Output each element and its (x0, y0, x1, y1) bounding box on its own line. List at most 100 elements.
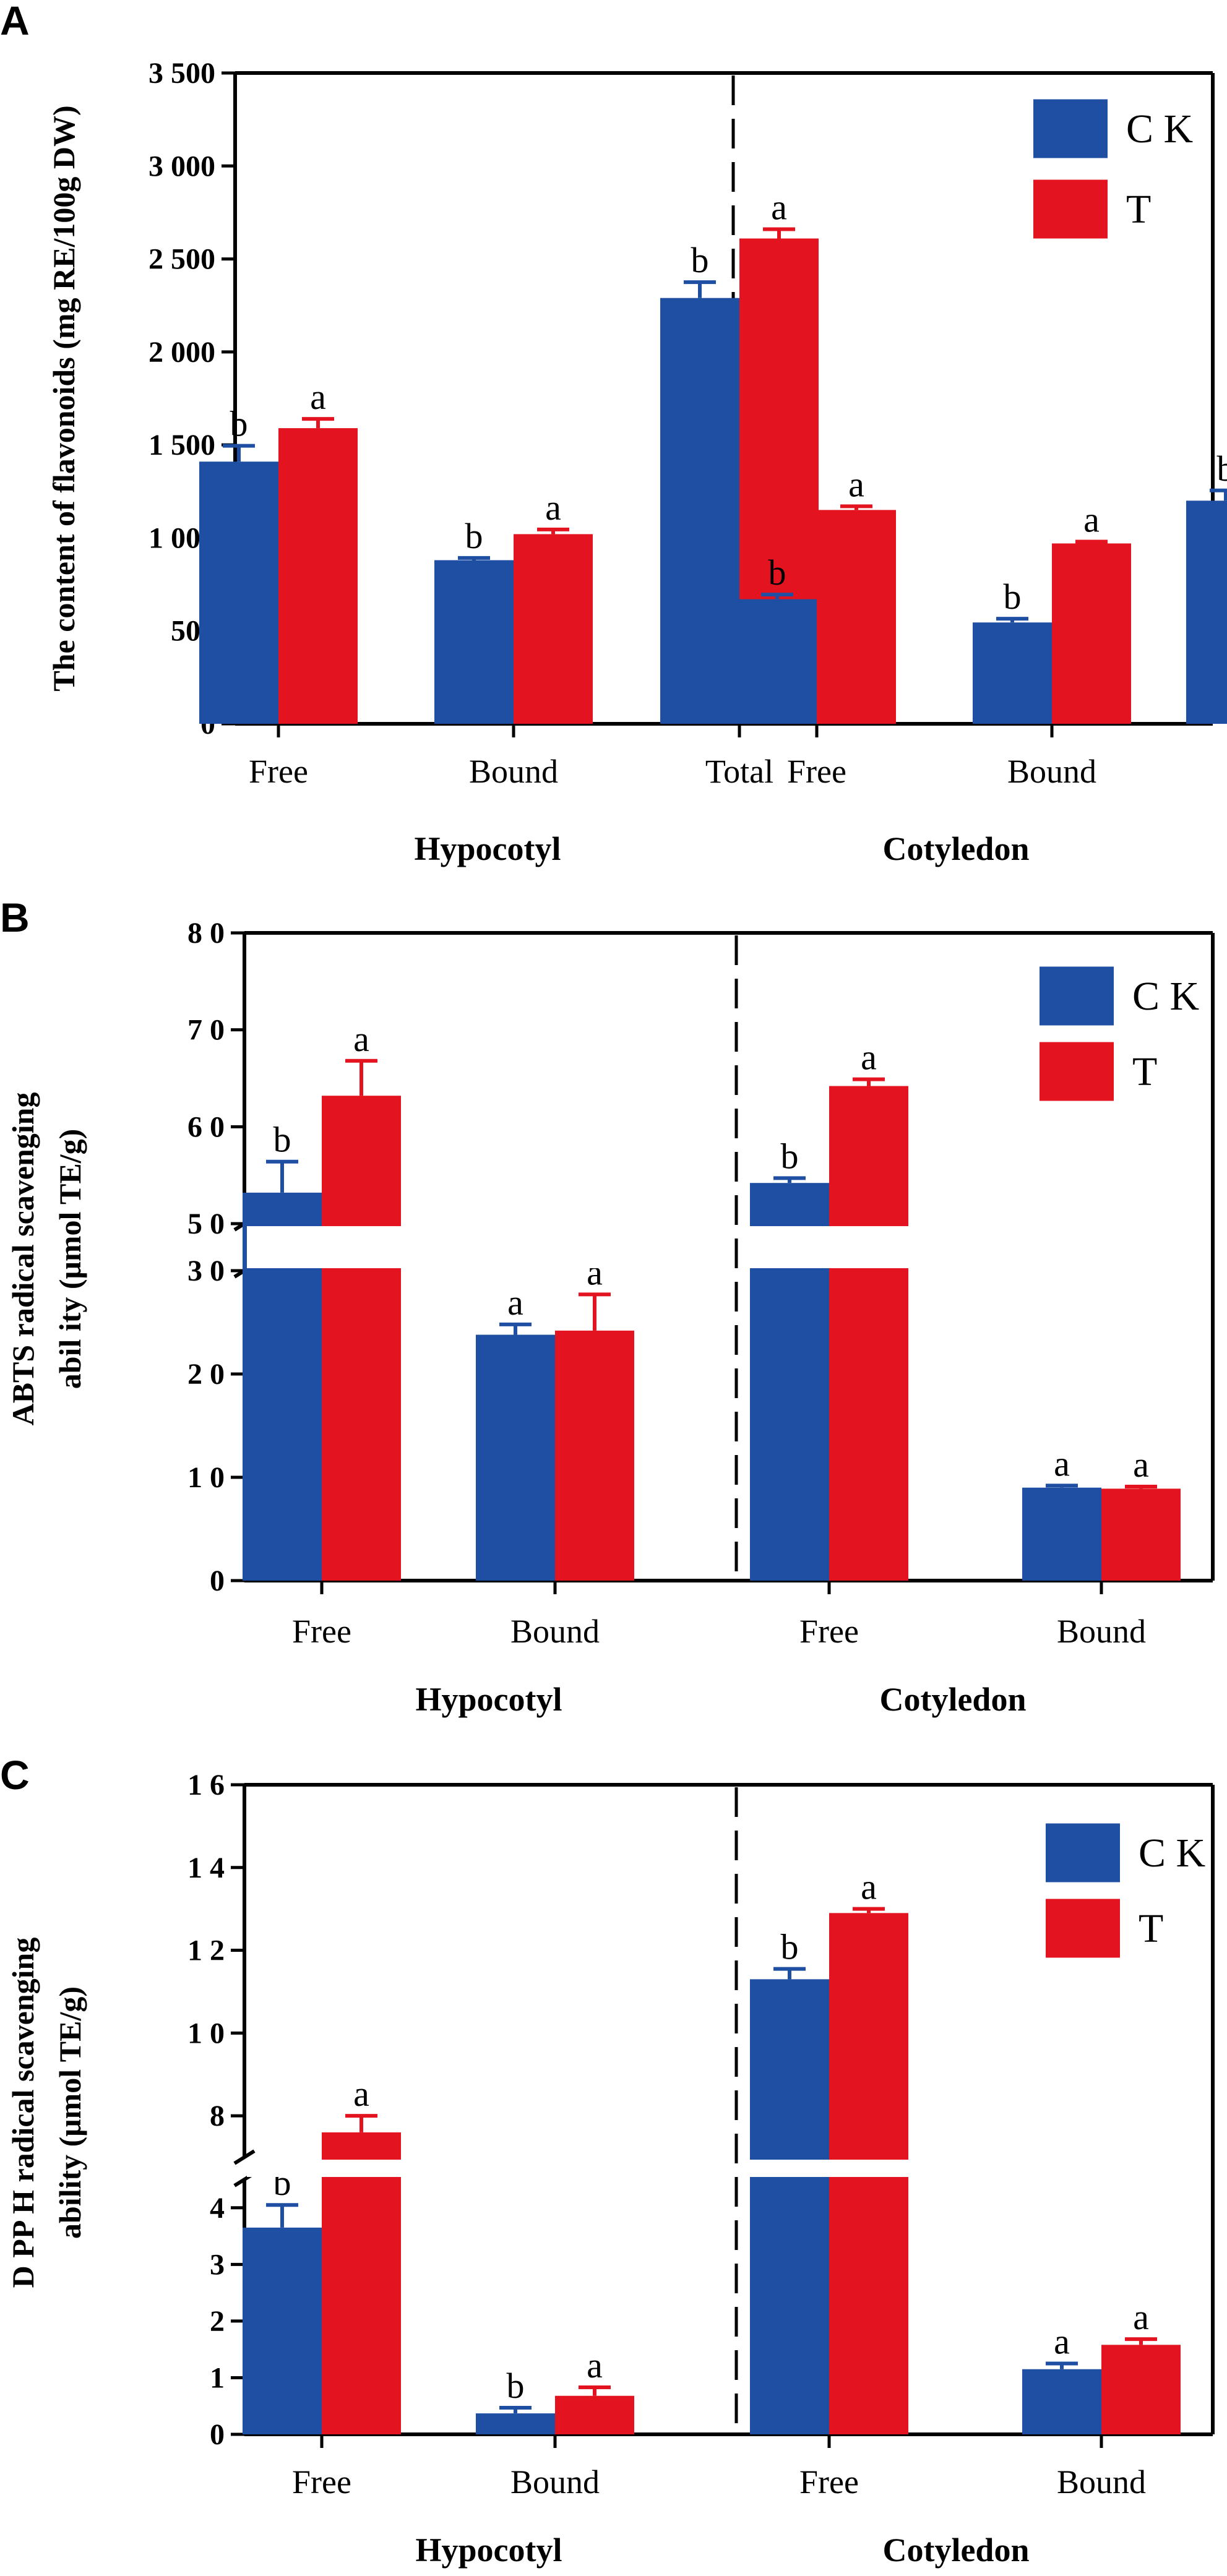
y-axis-label: The content of flavonoids (mg RE/100g DW… (46, 105, 81, 691)
significance-letter: b (507, 2366, 525, 2406)
x-category-label: Bound (469, 753, 558, 790)
y-tick-label: 1 0 (187, 1461, 225, 1494)
legend-label: T (1132, 1049, 1157, 1094)
error-bar (1210, 488, 1227, 501)
error-bar (840, 504, 872, 510)
axis-break-gap (739, 1226, 1210, 1268)
x-category-label: Free (292, 2463, 351, 2501)
bar-t (829, 1086, 908, 1581)
bar-ck (1022, 1487, 1101, 1581)
y-tick-label: 2 000 (149, 336, 215, 369)
bar-ck (434, 560, 514, 724)
bar-t (1052, 543, 1131, 724)
bar-ck (973, 622, 1052, 724)
y-axis-label-line: abil ity (μmol TE/g) (53, 1129, 87, 1389)
y-tick-label: 2 (210, 2305, 225, 2338)
bar-t (514, 534, 593, 724)
bar-ck (1022, 2369, 1101, 2434)
panel-letter: B (0, 895, 30, 940)
significance-letter: a (1083, 499, 1100, 539)
bar-t (1101, 2345, 1181, 2434)
bar-t (278, 428, 358, 724)
error-bar (1046, 2361, 1078, 2369)
bar-ck (750, 1979, 829, 2434)
y-axis-label-line: ABTS radical scavenging (6, 1093, 40, 1426)
legend-swatch-ck (1040, 966, 1114, 1026)
x-category-label: Free (292, 1613, 351, 1650)
bar-t (555, 2395, 634, 2434)
significance-letter: b (781, 1136, 799, 1176)
error-bar (499, 1322, 532, 1335)
y-tick-label: 8 0 (187, 917, 225, 950)
legend-swatch-t (1046, 1899, 1120, 1958)
error-bar (345, 1058, 377, 1096)
y-tick-label: 0 (210, 2418, 225, 2451)
error-bar (458, 556, 490, 560)
significance-letter: a (1054, 2322, 1070, 2362)
y-tick-label: 0 (210, 1565, 225, 1597)
error-bar (579, 2385, 611, 2396)
group-label: Cotyledon (882, 2531, 1029, 2569)
panel-c-dpph-chart: C D PP H radical scavenging ability (μmol … (0, 1752, 1215, 2569)
significance-letter: b (1004, 577, 1022, 617)
error-bar (996, 617, 1028, 623)
significance-letter: a (771, 187, 787, 227)
error-bar (684, 280, 716, 298)
error-bar (1125, 1485, 1157, 1489)
y-axis-label-line: ability (μmol TE/g) (53, 1986, 87, 2239)
significance-letter: a (1133, 2297, 1149, 2337)
panel-letter: C (0, 1752, 30, 1798)
panel-a-flavonoids-chart: A The content of flavonoids (mg RE/100g D… (0, 0, 1227, 867)
error-bar (266, 1159, 298, 1193)
bar-ck (738, 599, 817, 724)
y-tick-label: 1 500 (149, 429, 215, 462)
bar-ck (476, 2413, 555, 2434)
y-tick-label: 2 500 (149, 243, 215, 276)
y-tick-label: 3 0 (187, 1255, 225, 1287)
panel-b-abts-chart: B ABTS radical scavenging abil ity (μmol T… (0, 895, 1215, 1718)
error-bar (302, 417, 334, 429)
bar-t (322, 2132, 401, 2434)
significance-letter: b (768, 552, 786, 593)
y-tick-label: 8 (210, 2100, 225, 2132)
legend-swatch-ck (1046, 1823, 1120, 1883)
legend-label: C K (1132, 974, 1199, 1019)
significance-letter: b (691, 240, 709, 280)
error-bar (1046, 1483, 1078, 1488)
bar-ck (476, 1334, 555, 1581)
bar-ck (243, 2227, 322, 2434)
significance-letter: b (781, 1927, 799, 1967)
error-bar (761, 593, 793, 599)
y-tick-label: 7 0 (187, 1014, 225, 1047)
x-category-label: Bound (510, 2463, 600, 2501)
significance-letter: a (353, 2074, 369, 2114)
y-tick-label: 6 0 (187, 1110, 225, 1143)
error-bar (223, 444, 255, 462)
error-bar (579, 1292, 611, 1331)
significance-letter: b (1217, 449, 1227, 489)
significance-letter: b (273, 1120, 291, 1160)
significance-letter: a (1133, 1445, 1149, 1485)
significance-letter: a (507, 1282, 523, 1323)
axis-break-mark (233, 2149, 256, 2165)
panel-letter: A (0, 0, 30, 43)
y-tick-label: 3 (210, 2248, 225, 2281)
bar-t (555, 1330, 634, 1581)
error-bar (1125, 2337, 1157, 2345)
x-category-label: Free (799, 1613, 859, 1650)
significance-letter: a (861, 1037, 877, 1078)
y-tick-label: 4 (210, 2192, 225, 2225)
x-category-label: Free (249, 753, 308, 790)
significance-letter: a (545, 487, 561, 528)
y-tick-label: 1 (210, 2361, 225, 2394)
error-bar (763, 227, 795, 239)
legend-swatch-t (1040, 1042, 1114, 1101)
legend-label: T (1139, 1906, 1163, 1951)
significance-letter: a (848, 464, 864, 504)
x-category-label: Total (705, 753, 773, 790)
error-bar (773, 1176, 806, 1183)
bar-ck (1186, 500, 1227, 724)
significance-letter: b (230, 404, 248, 444)
y-axis-label: ABTS radical scavenging abil ity (μmol TE… (6, 1093, 87, 1426)
